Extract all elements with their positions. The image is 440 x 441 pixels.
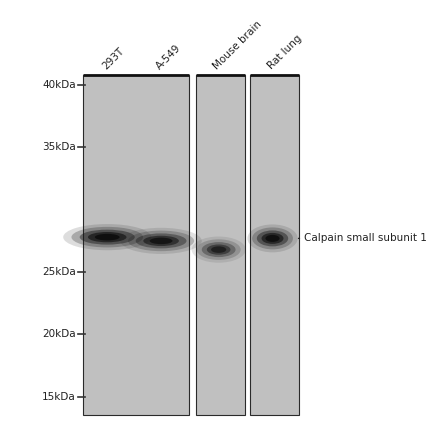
Bar xyxy=(250,75,298,415)
Ellipse shape xyxy=(150,238,172,244)
Ellipse shape xyxy=(247,224,297,252)
Ellipse shape xyxy=(136,233,187,248)
Text: 25kDa: 25kDa xyxy=(42,267,76,277)
Text: 20kDa: 20kDa xyxy=(42,329,76,340)
Ellipse shape xyxy=(88,232,126,242)
Ellipse shape xyxy=(211,247,226,253)
Text: 293T: 293T xyxy=(100,46,126,71)
Ellipse shape xyxy=(121,228,202,254)
Text: Rat lung: Rat lung xyxy=(265,34,303,71)
Ellipse shape xyxy=(257,230,288,247)
Text: 35kDa: 35kDa xyxy=(42,142,76,153)
Ellipse shape xyxy=(63,224,151,250)
Bar xyxy=(83,75,189,415)
Ellipse shape xyxy=(143,236,179,246)
Bar xyxy=(196,75,245,415)
Text: Calpain small subunit 1: Calpain small subunit 1 xyxy=(304,233,427,243)
Ellipse shape xyxy=(252,228,293,249)
Ellipse shape xyxy=(80,230,135,245)
Text: Mouse brain: Mouse brain xyxy=(212,19,264,71)
Text: 40kDa: 40kDa xyxy=(42,80,76,90)
Ellipse shape xyxy=(128,231,194,251)
Ellipse shape xyxy=(192,236,246,263)
Ellipse shape xyxy=(202,242,235,257)
Ellipse shape xyxy=(71,227,143,247)
Ellipse shape xyxy=(265,235,279,242)
Ellipse shape xyxy=(261,233,283,244)
Text: 15kDa: 15kDa xyxy=(42,392,76,402)
Ellipse shape xyxy=(197,239,241,260)
Text: A-549: A-549 xyxy=(154,43,183,71)
Ellipse shape xyxy=(207,244,231,255)
Ellipse shape xyxy=(95,234,120,240)
